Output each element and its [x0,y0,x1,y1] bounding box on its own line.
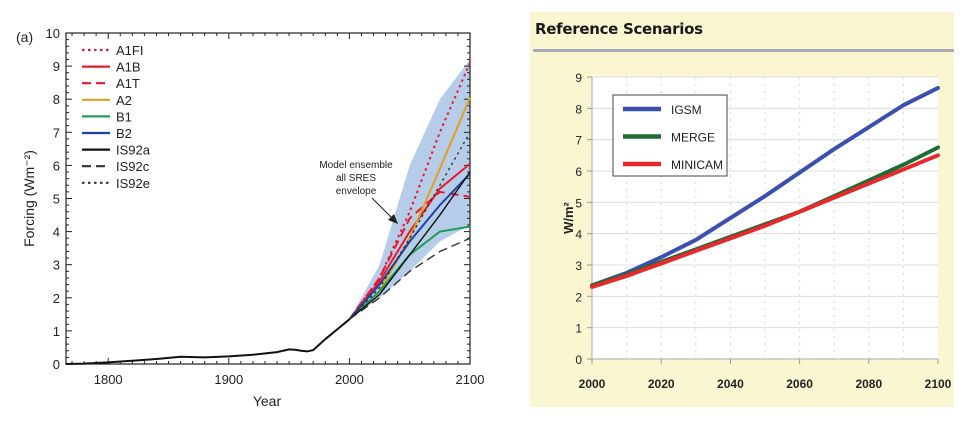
y-tick-label: 9 [53,59,60,74]
title-divider [533,49,954,52]
y-axis-label: Forcing (Wm⁻²) [21,150,37,247]
y-tick-label: 1 [575,322,582,336]
panel-label: (a) [16,29,33,45]
x-tick-label: 2040 [717,377,744,391]
y-tick-label: 0 [53,357,60,372]
x-tick-label: 1900 [214,372,243,387]
y-tick-label: 5 [575,196,582,210]
legend-label: MINICAM [671,158,723,172]
y-tick-label: 9 [575,71,582,85]
y-tick-label: 2 [53,291,60,306]
x-tick-label: 1800 [94,372,123,387]
chart-title: Reference Scenarios [535,20,703,38]
y-tick-label: 8 [53,92,60,107]
x-tick-label: 2020 [648,377,675,391]
y-tick-label: 1 [53,324,60,339]
legend-label: B1 [116,109,132,124]
legend-label: IS92e [116,176,150,191]
series-line-minicam [590,153,940,289]
annotation-text: all SRES [336,173,376,184]
legend-label: IS92c [116,159,150,174]
series-line-a1fi [348,62,471,320]
annotation-arrowhead [388,214,398,224]
y-axis-label: W/m² [561,201,576,233]
x-axis-label: Year [253,393,282,409]
y-tick-label: 6 [53,158,60,173]
y-tick-label: 0 [575,353,582,367]
legend-label: A1B [116,60,141,75]
legend-label: MERGE [671,131,715,145]
y-tick-label: 5 [53,192,60,207]
y-tick-label: 3 [575,259,582,273]
legend-label: A2 [116,93,132,108]
annotation-text: envelope [336,186,377,197]
y-tick-label: 4 [53,225,60,240]
envelope-band [349,59,470,320]
reference-scenarios-panel: Reference Scenarios 0 1 2 3 4 5 6 7 8 9 2000 2020 20… [530,12,954,407]
y-tick-label: 3 [53,258,60,273]
x-tick-label: 2100 [456,372,485,387]
y-tick-label: 7 [53,125,60,140]
y-tick-label: 4 [575,228,582,242]
x-tick-label: 2000 [579,377,606,391]
series-line-igsm [590,85,940,288]
x-tick-label: 2080 [855,377,882,391]
series-line-a1b [348,162,471,320]
x-tick-label: 2100 [925,377,952,391]
legend-label: A1T [116,76,140,91]
legend-label: B2 [116,126,132,141]
series-line-is92a [348,171,471,320]
y-tick-label: 8 [575,102,582,116]
legend-label: A1FI [116,43,143,58]
series-line-is92c [348,237,471,320]
legend-label: IGSM [671,103,702,117]
forcing-chart: 1800 1900 2000 2100 0 1 2 3 4 5 6 7 8 9 10 Year Forcing … [16,26,485,409]
y-tick-label: 6 [575,165,582,179]
annotation-arrow-line [371,197,395,221]
reference-scenarios-chart: 0 1 2 3 4 5 6 7 8 9 2000 2020 2040 2060 2080 2100 W/m² IG… [561,71,952,391]
y-tick-label: 10 [46,26,60,41]
legend-label: IS92a [116,143,151,158]
x-tick-label: 2060 [786,377,813,391]
y-tick-label: 7 [575,134,582,148]
y-tick-label: 2 [575,290,582,304]
series-line-b2 [348,172,471,320]
historical-line [65,318,351,365]
x-tick-label: 2000 [335,372,364,387]
annotation-text: Model ensemble [319,160,393,171]
